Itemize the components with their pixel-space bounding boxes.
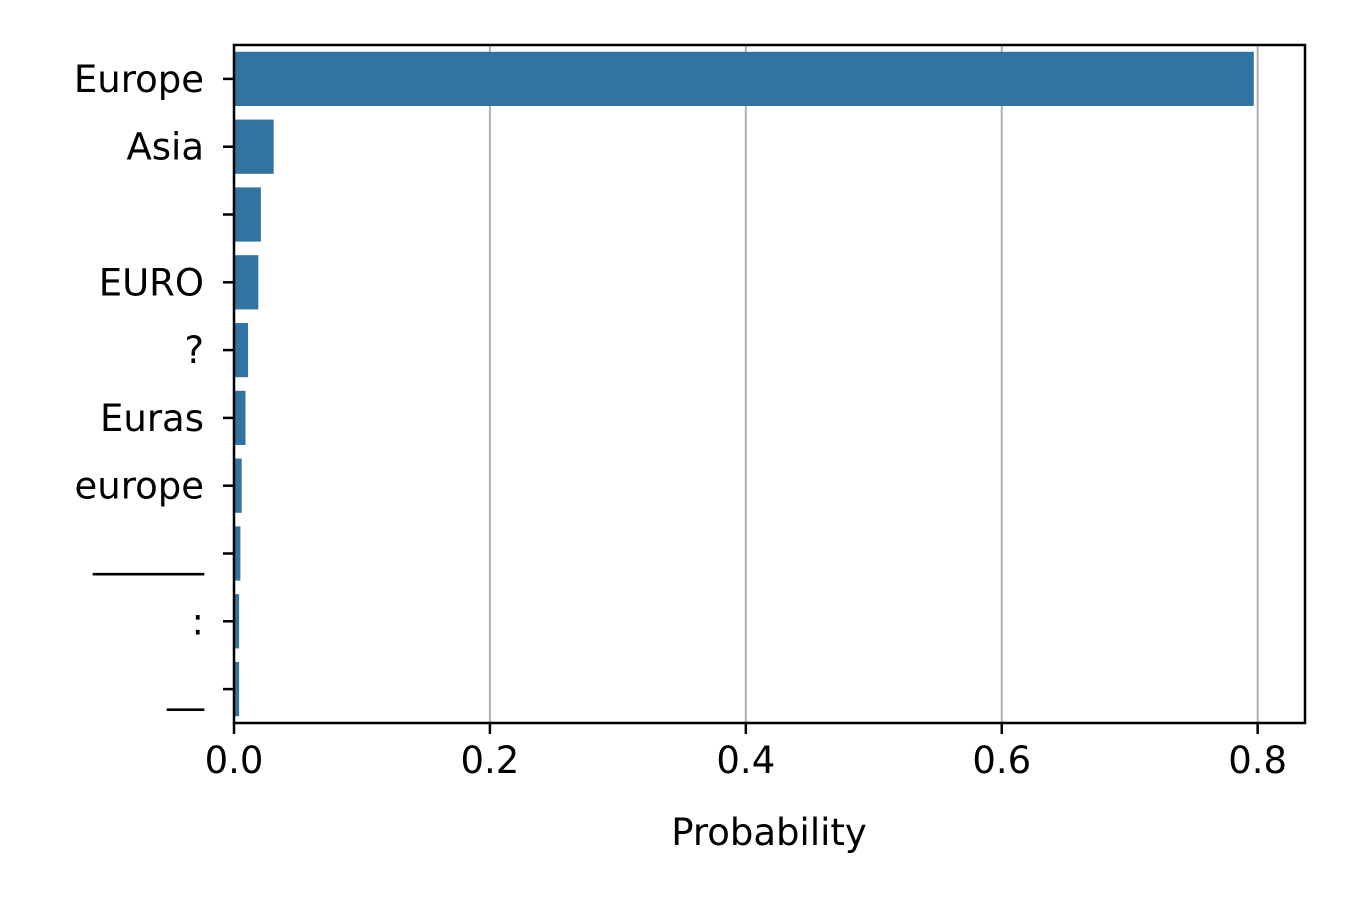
x-tick-label: 0.4	[716, 739, 775, 782]
y-tick-label: Europe	[74, 58, 204, 101]
x-tick-label: 0.6	[972, 739, 1031, 782]
y-tick-label: ?	[184, 329, 204, 372]
y-tick-label: Asia	[126, 126, 204, 169]
x-tick-label: 0.2	[460, 739, 519, 782]
bar	[234, 458, 242, 513]
bars	[234, 51, 1254, 717]
bar	[234, 255, 259, 310]
bar	[234, 526, 241, 581]
bar	[234, 661, 240, 717]
x-tick-label: 0.8	[1228, 739, 1287, 782]
bar	[234, 187, 261, 242]
y-tick-label: ______	[92, 533, 205, 576]
grid-lines	[488, 45, 1259, 723]
bar	[234, 390, 246, 446]
y-axis-ticks: Europe Asia EURO? Euras europe ______: __	[74, 58, 234, 711]
x-axis-label: Probability	[671, 811, 867, 854]
y-tick-label: __	[166, 668, 205, 711]
bar	[234, 594, 240, 649]
x-tick-label: 0.0	[205, 739, 264, 782]
y-tick-label: europe	[75, 465, 205, 508]
plot-frame	[232, 43, 1307, 725]
y-tick-label: :	[192, 600, 204, 643]
bar	[234, 119, 274, 174]
y-tick-label: EURO	[99, 261, 204, 304]
bar	[234, 322, 249, 378]
bar	[234, 51, 1254, 107]
y-tick-label: Euras	[100, 397, 204, 440]
x-axis-ticks: 0.0 0.2 0.4 0.6 0.8	[205, 723, 1287, 782]
